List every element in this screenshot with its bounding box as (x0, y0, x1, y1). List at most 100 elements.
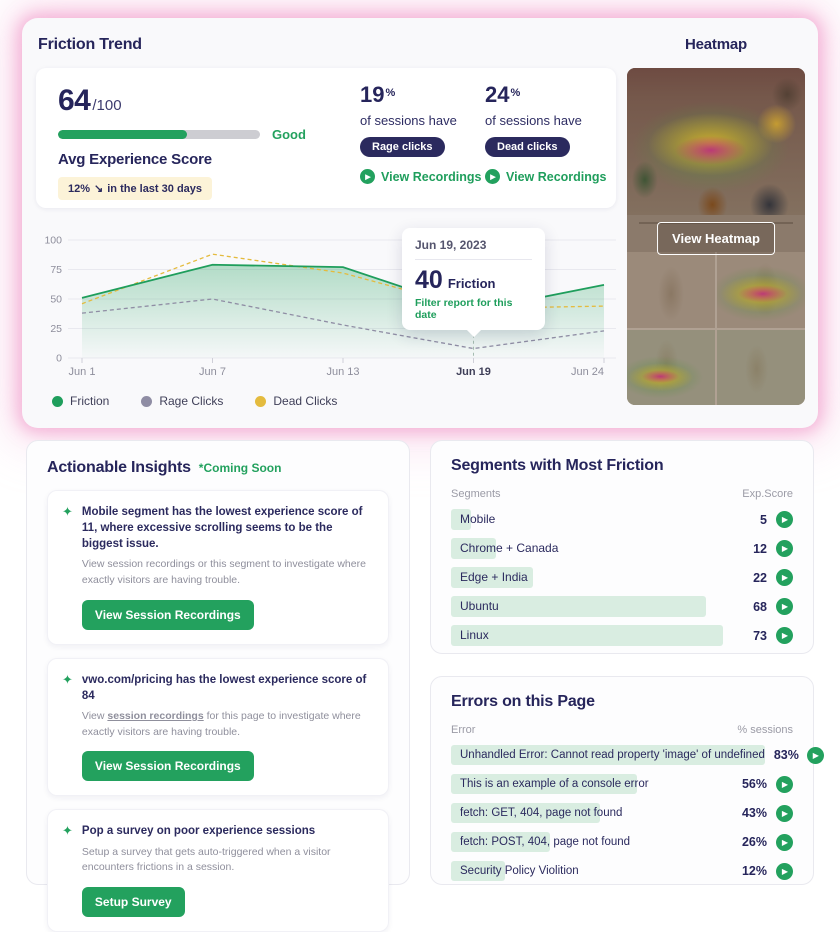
percent-sign: % (510, 87, 521, 99)
rage-clicks-stat: 19% of sessions have Rage clicks ▶ View … (360, 82, 490, 184)
experience-score-max: /100 (92, 97, 122, 114)
insight-title: Mobile segment has the lowest experience… (81, 506, 363, 551)
coming-soon-label: *Coming Soon (198, 461, 282, 475)
rage-clicks-pct: 19 (360, 82, 385, 107)
error-play-button[interactable]: ▶ (776, 833, 793, 851)
segment-play-button[interactable]: ▶ (776, 627, 793, 644)
setup-survey-button[interactable]: Setup Survey (81, 887, 185, 918)
friction-trend-title: Friction Trend (38, 36, 142, 53)
legend-dot-icon (255, 395, 267, 407)
sparkle-icon: ✦ (62, 823, 73, 839)
heatmap-tile (717, 329, 805, 405)
svg-text:0: 0 (56, 353, 62, 365)
insights-title: Actionable Insights (47, 459, 191, 476)
segment-play-button[interactable]: ▶ (776, 511, 793, 528)
sessions-col-header: % sessions (737, 724, 793, 736)
score-col-header: Exp.Score (742, 488, 793, 500)
view-recordings-label: View Recordings (506, 169, 607, 184)
play-icon[interactable]: ▶ (485, 169, 500, 184)
view-recordings-label: View Recordings (381, 169, 482, 184)
error-play-button[interactable]: ▶ (776, 862, 793, 880)
heatmap-tile (717, 252, 805, 328)
table-row: Ubuntu 68 ▶ (451, 596, 793, 617)
error-bar (451, 745, 765, 765)
error-label: fetch: POST, 404, page not found (460, 836, 631, 848)
view-recordings-link-dead[interactable]: ▶ View Recordings (485, 169, 615, 184)
svg-text:Jun 1: Jun 1 (69, 366, 96, 378)
segments-title: Segments with Most Friction (451, 457, 664, 474)
segment-score: 5 (760, 512, 767, 527)
percent-sign: % (385, 87, 396, 99)
error-score: 56% (741, 777, 767, 791)
sparkle-icon: ✦ (62, 671, 73, 687)
insight-body-text: View (81, 709, 108, 722)
chart-tooltip: Jun 19, 2023 40 Friction Filter report fo… (402, 228, 545, 330)
view-session-recordings-button[interactable]: View Session Recordings (81, 751, 254, 782)
segment-label: Linux (460, 628, 489, 642)
errors-table-header: Error % sessions (451, 724, 793, 736)
svg-text:75: 75 (50, 264, 62, 276)
table-row: fetch: GET, 404, page not found 43% ▶ (451, 803, 793, 823)
legend-item[interactable]: Rage Clicks (141, 394, 223, 408)
legend-dot-icon (141, 395, 153, 407)
legend-item[interactable]: Friction (52, 394, 109, 408)
segment-play-button[interactable]: ▶ (776, 598, 793, 615)
legend-label: Rage Clicks (159, 394, 224, 408)
segment-play-button[interactable]: ▶ (776, 569, 793, 586)
score-label: Avg Experience Score (58, 151, 212, 168)
segment-label: Edge + India (460, 570, 528, 584)
error-bar (451, 774, 638, 794)
insight-body: View session recordings or this segment … (81, 558, 366, 587)
table-row: Chrome + Canada 12 ▶ (451, 538, 793, 559)
error-score: 83% (773, 748, 799, 762)
view-heatmap-button[interactable]: View Heatmap (657, 222, 775, 255)
insight-body: Setup a survey that gets auto-triggered … (81, 845, 331, 874)
table-row: This is an example of a console error 56… (451, 774, 793, 794)
actionable-insights-card: Actionable Insights *Coming Soon ✦ Mobile… (26, 440, 410, 932)
segment-bar (451, 625, 723, 646)
heatmap-tile (627, 329, 715, 405)
error-score: 43% (741, 806, 767, 820)
svg-text:Jun 7: Jun 7 (199, 366, 226, 378)
error-play-button[interactable]: ▶ (806, 746, 824, 764)
error-score: 12% (741, 864, 767, 878)
rage-clicks-pill: Rage clicks (360, 137, 445, 157)
play-icon[interactable]: ▶ (360, 169, 375, 184)
tooltip-filter-link[interactable]: Filter report for this date (415, 297, 513, 321)
dead-clicks-stat: 24% of sessions have Dead clicks ▶ View … (485, 82, 615, 184)
svg-text:50: 50 (50, 294, 62, 306)
segments-card: Segments with Most Friction Segments Exp… (430, 440, 814, 654)
legend-dot-icon (52, 395, 63, 407)
stat-line: of sessions have (360, 113, 457, 128)
svg-text:Jun 19: Jun 19 (456, 366, 491, 378)
error-play-button[interactable]: ▶ (776, 775, 793, 793)
friction-trend-section: Friction Trend Heatmap 64/100 Good Avg E… (22, 18, 818, 428)
insight-title: Pop a survey on poor experience sessions (81, 825, 316, 838)
error-bar (451, 803, 601, 823)
error-label: This is an example of a console error (460, 778, 649, 790)
heatmap-title: Heatmap (685, 36, 747, 53)
score-block: 64/100 Good Avg Experience Score 12% ↘ i… (58, 84, 338, 200)
table-row: Linux 73 ▶ (451, 625, 793, 646)
segment-play-button[interactable]: ▶ (776, 540, 793, 557)
sparkle-icon: ✦ (62, 504, 73, 519)
table-row: Unhandled Error: Cannot read property 'i… (451, 745, 824, 765)
score-rating-label: Good (272, 127, 306, 142)
experience-score-card: 64/100 Good Avg Experience Score 12% ↘ i… (36, 68, 616, 208)
tooltip-date: Jun 19, 2023 (415, 238, 487, 252)
heatmap-hero-image (627, 68, 805, 215)
view-session-recordings-button[interactable]: View Session Recordings (81, 599, 254, 630)
dead-clicks-pill: Dead clicks (485, 137, 570, 157)
segment-bar (451, 596, 706, 617)
legend-item[interactable]: Dead Clicks (255, 394, 337, 408)
segment-bar (451, 509, 471, 530)
error-bar (451, 832, 550, 852)
session-recordings-link[interactable]: session recordings (107, 709, 204, 722)
error-play-button[interactable]: ▶ (776, 804, 793, 822)
tooltip-divider (415, 259, 532, 260)
heatmap-product-grid (627, 252, 805, 405)
table-row: Edge + India 22 ▶ (451, 567, 793, 588)
insight-body-text: for this page to investigate where exact… (81, 709, 361, 738)
view-recordings-link-rage[interactable]: ▶ View Recordings (360, 169, 490, 184)
insight-title: vwo.com/pricing has the lowest experienc… (81, 673, 367, 702)
